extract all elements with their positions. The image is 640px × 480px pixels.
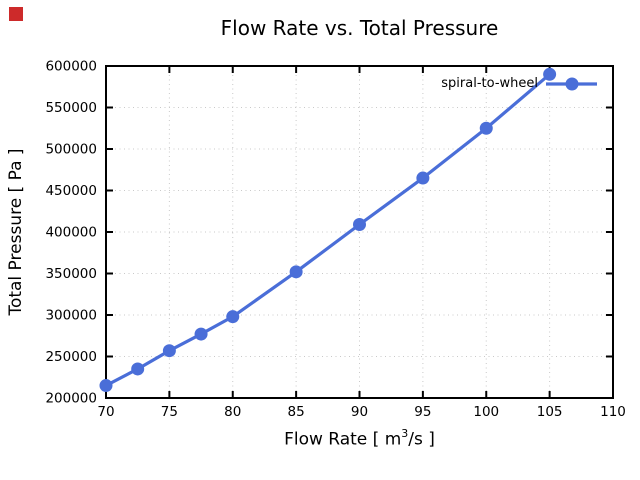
data-point-marker — [479, 121, 493, 135]
x-tick-label: 110 — [600, 404, 626, 420]
red-square-icon — [9, 7, 23, 21]
y-axis-label: Total Pressure [ Pa ] — [6, 148, 26, 316]
x-axis-label-prefix: Flow Rate [ m — [284, 429, 402, 450]
x-axis-label-superscript: 3 — [401, 427, 409, 440]
data-point-marker — [416, 171, 430, 185]
y-tick-label: 550000 — [45, 100, 97, 116]
data-point-marker — [162, 344, 176, 358]
x-tick-label: 95 — [414, 404, 431, 420]
x-axis-label-suffix: /s ] — [408, 429, 435, 450]
data-point-marker — [289, 265, 303, 279]
chart-title: Flow Rate vs. Total Pressure — [220, 16, 499, 40]
x-tick-label: 75 — [161, 404, 178, 420]
legend-label: spiral-to-wheel — [441, 76, 538, 91]
legend-marker-icon — [565, 77, 579, 91]
data-point-marker — [543, 67, 557, 81]
y-tick-label: 250000 — [45, 349, 97, 365]
x-axis-label: Flow Rate [ m3/s ] — [106, 427, 613, 450]
x-tick-label: 85 — [288, 404, 305, 420]
x-tick-label: 90 — [351, 404, 368, 420]
y-tick-label: 500000 — [45, 142, 97, 158]
data-point-marker — [99, 379, 113, 393]
x-tick-label: 80 — [224, 404, 241, 420]
y-tick-label: 300000 — [45, 308, 97, 324]
data-point-marker — [353, 218, 366, 232]
y-tick-label: 600000 — [45, 59, 97, 75]
series-line — [104, 72, 552, 388]
y-tick-label: 400000 — [45, 225, 97, 241]
data-point-marker — [194, 327, 208, 341]
x-tick-label: 70 — [97, 404, 114, 420]
y-tick-label: 200000 — [45, 391, 97, 407]
data-point-marker — [226, 310, 240, 324]
x-tick-label: 100 — [473, 404, 499, 420]
y-tick-label: 350000 — [45, 266, 97, 282]
x-tick-label: 105 — [537, 404, 563, 420]
y-tick-label: 450000 — [45, 183, 97, 199]
data-point-marker — [131, 362, 145, 376]
